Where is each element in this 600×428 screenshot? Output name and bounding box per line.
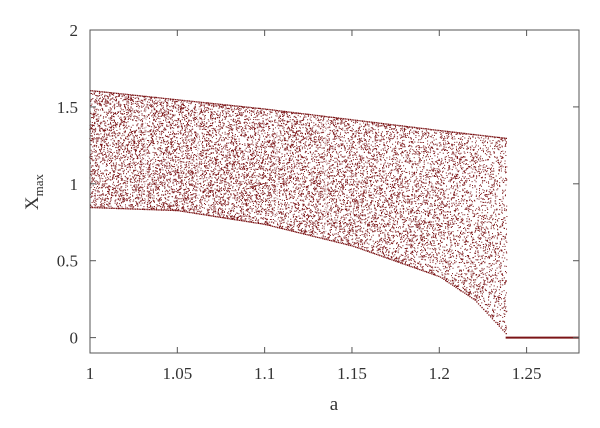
- x-tick-label: 1.05: [162, 364, 192, 383]
- y-ticks: 0 0.5 1 1.5 2: [57, 21, 579, 348]
- periodic-window: [197, 105, 200, 210]
- x-axis-label: a: [330, 394, 339, 415]
- points-layer: [89, 90, 579, 339]
- plot-frame: [89, 29, 580, 354]
- y-tick-label: 0: [70, 329, 79, 348]
- periodic-window: [144, 99, 148, 205]
- chaotic-band-points: [89, 90, 508, 335]
- y-axis-label-main: X: [22, 196, 43, 210]
- x-tick-label: 1.25: [512, 364, 542, 383]
- y-tick-label: 2: [70, 21, 79, 40]
- periodic-window: [324, 119, 327, 235]
- x-tick-label: 1.2: [429, 364, 450, 383]
- y-axis-label: Xmax: [22, 173, 46, 210]
- y-tick-label: 1: [70, 175, 79, 194]
- x-tick-label: 1.15: [337, 364, 367, 383]
- x-ticks: 1 1.05 1.1 1.15 1.2 1.25: [86, 30, 542, 383]
- periodic-window: [275, 113, 279, 223]
- y-tick-label: 1.5: [57, 98, 78, 117]
- y-tick-label: 0.5: [57, 252, 78, 271]
- x-tick-label: 1.1: [254, 364, 275, 383]
- x-tick-label: 1: [86, 364, 95, 383]
- y-axis-label-sub: max: [31, 173, 46, 196]
